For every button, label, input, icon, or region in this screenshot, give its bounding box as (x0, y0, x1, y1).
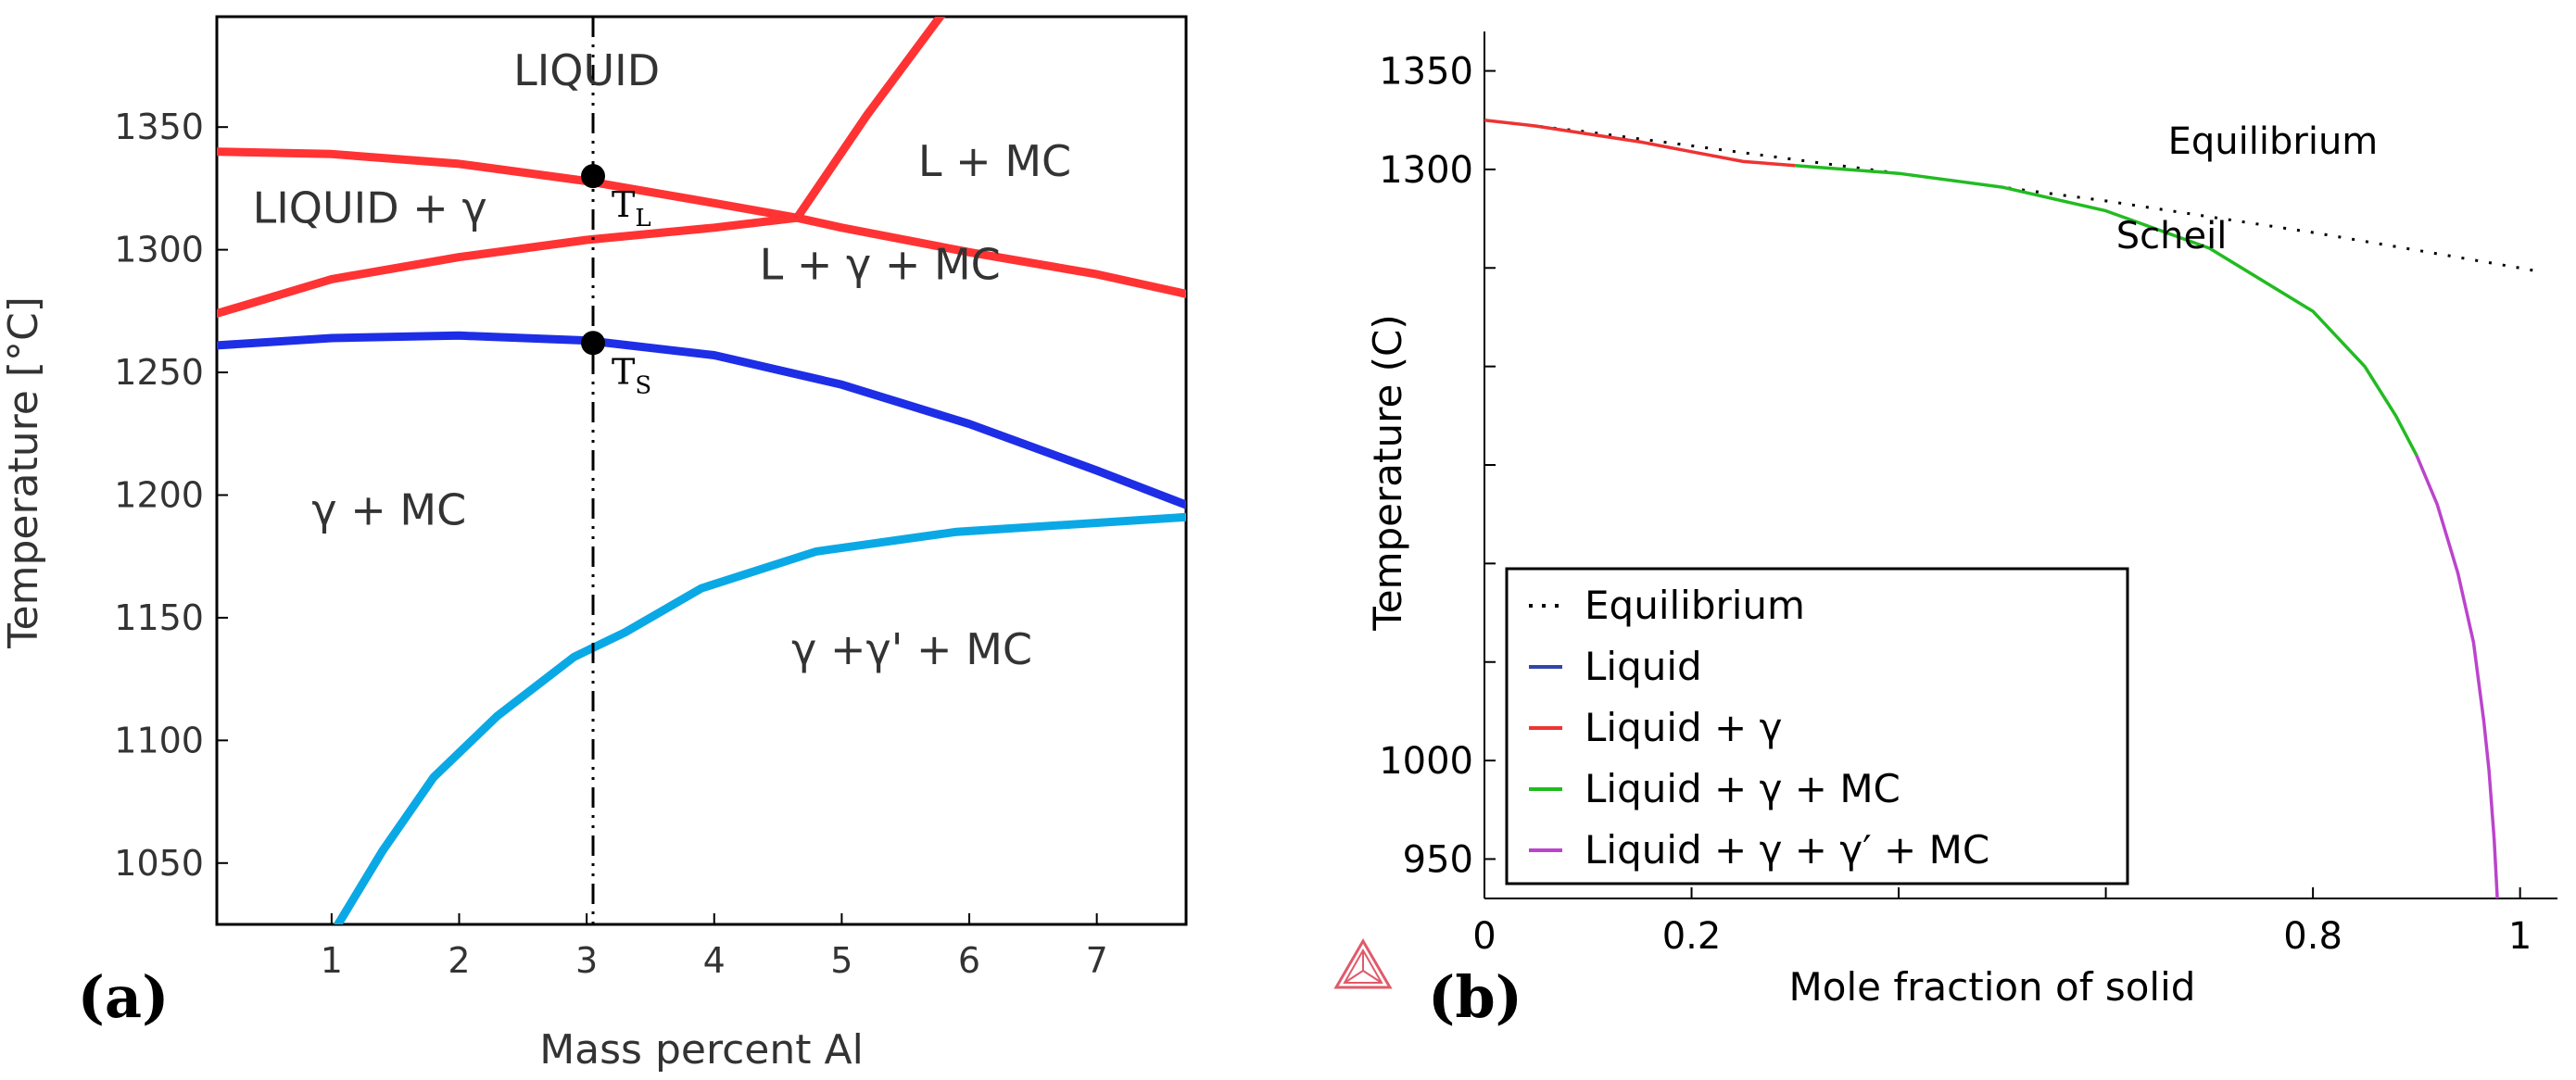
panel-b-line-liquid-mc (2415, 454, 2499, 899)
panel-b-xtick-label: 0 (1472, 915, 1496, 958)
legend-label: Equilibrium (1585, 583, 1805, 628)
panel-a-xtick-label: 4 (703, 940, 726, 981)
panel-b-ytick-label: 1000 (1379, 740, 1473, 783)
panel-b-annotation: Scheil (2116, 215, 2228, 257)
panel-b-xlabel: Mole fraction of solid (1789, 964, 2196, 1010)
panel-a-xtick-label: 3 (575, 940, 598, 981)
panel-b-label: (b) (1428, 963, 1522, 1031)
panel-a-line-gamma-mc-start (217, 213, 802, 318)
legend-label: Liquid + γ + MC (1585, 766, 1900, 811)
panel-b-line-liquid-mc (1795, 163, 2418, 457)
panel-a-plot-frame (215, 15, 1188, 926)
panel-a-xtick-label: 2 (448, 940, 470, 981)
legend-box (1505, 567, 2129, 885)
panel-a-ytick-label: 1300 (114, 230, 204, 270)
panel-b-line-liquid- (1484, 118, 1796, 168)
panel-b-chart: 0 0.2 0.8 1 950 1000 1300 1350 Equilibrium Schei… (1333, 31, 2557, 1031)
panel-a-point-S (581, 331, 606, 356)
panel-a-line-solidus (217, 331, 1186, 509)
panel-a-chart: 1 2 3 4 5 6 7 1050 1100 1150 1200 1250 1300 1350 LIQU… (0, 15, 1188, 1074)
legend-label: Liquid + γ + γ′ + MC (1585, 827, 1989, 873)
panel-b-xtick-label: 1 (2508, 915, 2532, 958)
panel-a-xtick-label: 7 (1086, 940, 1108, 981)
thermocalc-logo (1333, 938, 1393, 989)
panel-a-xlabel: Mass percent Al (539, 1026, 864, 1074)
panel-a-ytick-label: 1100 (114, 720, 204, 760)
panel-a-ytick-label: 1050 (114, 843, 204, 884)
panel-a-region-label: LIQUID + γ (253, 182, 487, 232)
panel-a-point-label: TL (612, 184, 651, 232)
legend-label: Liquid (1585, 644, 1702, 689)
panel-a-xtick-label: 6 (958, 940, 980, 981)
legend-label: Liquid + γ (1585, 705, 1782, 750)
panel-a-ytick-label: 1200 (114, 474, 204, 515)
panel-a-xtick-label: 1 (321, 940, 343, 981)
panel-a-line-liquidus-mc (792, 17, 946, 222)
panel-a-region-label: γ + MC (311, 484, 466, 534)
panel-b-ytick-label: 1350 (1379, 51, 1473, 94)
panel-a-ytick-label: 1250 (114, 352, 204, 393)
panel-a-ylabel: Temperature [°C] (0, 296, 47, 649)
panel-a-region-label: L + MC (918, 136, 1071, 186)
panel-b-ytick-label: 950 (1403, 838, 1473, 881)
panel-a-point-label: TS (612, 351, 651, 399)
panel-a-region-label: L + γ + MC (760, 239, 1001, 289)
panel-a-line-liquidus-gamma (217, 147, 1186, 298)
panel-a-line-gamma-prime-solvus (334, 512, 1186, 924)
panel-b-ytick-label: 1300 (1379, 149, 1473, 192)
panel-a-ytick-label: 1150 (114, 597, 204, 638)
panel-b-annotation: Equilibrium (2168, 120, 2379, 163)
panel-b-legend: Equilibrium Liquid Liquid + γ Liquid + γ + … (1505, 567, 2129, 885)
panel-a-ytick-label: 1350 (114, 107, 204, 147)
panel-b-ylabel: Temperature (C) (1365, 314, 1410, 632)
panel-a-xtick-label: 5 (830, 940, 852, 981)
panel-a-region-label: LIQUID (513, 45, 660, 95)
panel-a-point-L (581, 164, 606, 189)
panel-b-xtick-label: 0.8 (2283, 915, 2342, 958)
panel-a-region-label: γ +γ' + MC (791, 624, 1032, 674)
panel-b-xtick-label: 0.2 (1662, 915, 1722, 958)
panel-a-label: (a) (78, 963, 170, 1031)
